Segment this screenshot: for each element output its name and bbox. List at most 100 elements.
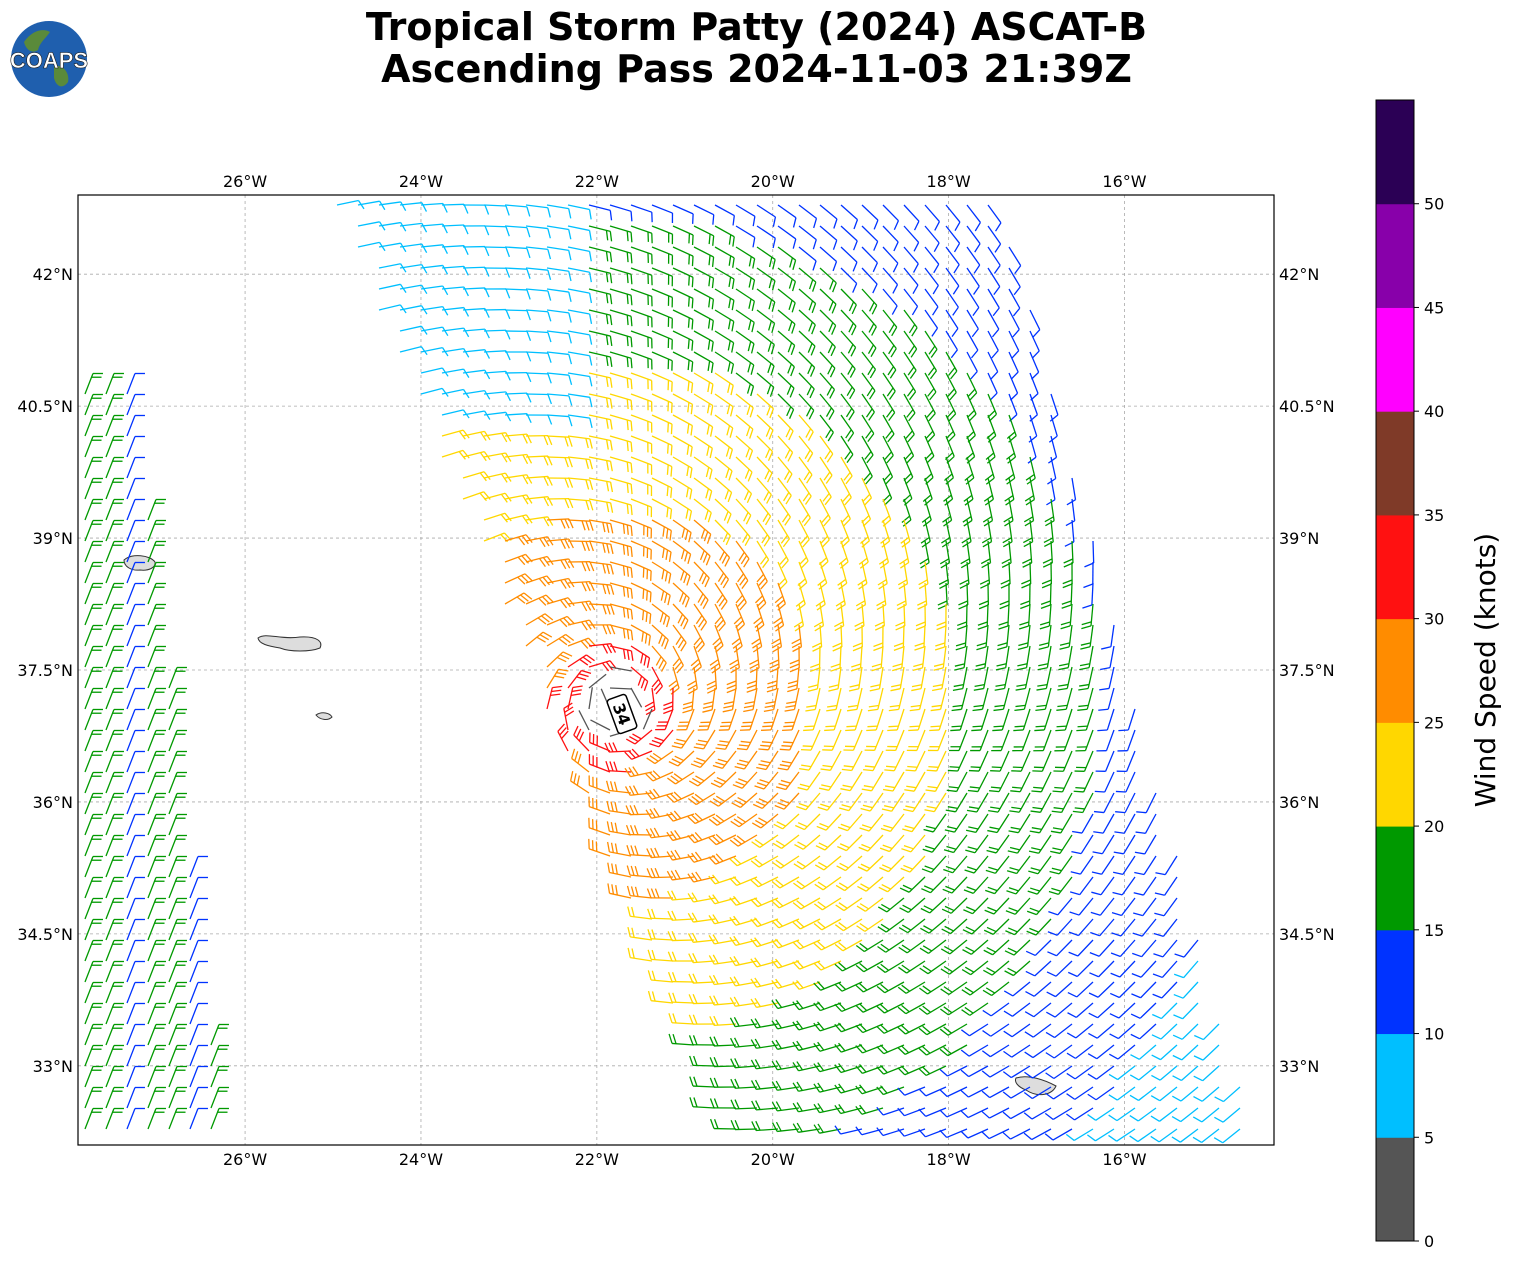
wind-barb xyxy=(462,204,490,215)
wind-barb xyxy=(666,829,695,842)
wind-barb xyxy=(1008,813,1031,834)
island-shape xyxy=(257,635,322,652)
wind-barb xyxy=(462,450,491,462)
wind-barb xyxy=(604,742,632,753)
wind-barb xyxy=(588,204,613,221)
wind-barb xyxy=(855,1104,884,1115)
wind-barb xyxy=(189,1086,208,1109)
wind-barb xyxy=(987,267,1001,296)
wind-barb xyxy=(771,918,800,929)
wind-barb xyxy=(991,729,1010,752)
wind-barb xyxy=(147,645,166,668)
wind-barb xyxy=(1135,813,1157,834)
wind-barb xyxy=(126,393,145,416)
wind-barb xyxy=(1194,1023,1220,1041)
wind-barb xyxy=(943,834,968,854)
wind-barb xyxy=(1068,939,1094,957)
wind-barb xyxy=(546,372,573,385)
wind-barb xyxy=(1029,351,1040,380)
wind-barb xyxy=(792,979,821,990)
wind-barb xyxy=(1029,309,1041,338)
wind-barb xyxy=(626,885,653,899)
wind-barb xyxy=(1058,645,1073,671)
wind-barb xyxy=(688,973,716,984)
wind-barb xyxy=(546,456,573,468)
wind-barb xyxy=(588,775,611,794)
wind-barb xyxy=(903,246,919,273)
wind-barb xyxy=(735,498,752,525)
wind-barb xyxy=(672,288,694,309)
wind-barb xyxy=(1088,981,1115,998)
wind-barb xyxy=(84,582,103,605)
wind-barb xyxy=(819,456,833,484)
wind-barb xyxy=(855,1002,884,1013)
wind-barb xyxy=(666,810,695,822)
wind-barb xyxy=(667,771,695,785)
wind-barb xyxy=(1154,876,1178,896)
wind-barb xyxy=(834,1022,863,1033)
colorbar-segment xyxy=(1376,100,1414,205)
wind-barb xyxy=(819,225,838,250)
wind-barb xyxy=(743,687,758,713)
wind-barb xyxy=(939,1128,968,1139)
wind-barb xyxy=(897,1023,926,1035)
wind-barb xyxy=(994,666,1010,691)
wind-barb xyxy=(588,435,613,451)
wind-barb xyxy=(940,1002,968,1016)
wind-barb xyxy=(867,687,884,712)
wind-barb xyxy=(709,1036,737,1047)
wind-barb xyxy=(819,498,831,527)
colorbar-tick-label: 10 xyxy=(1424,1025,1444,1044)
wind-barb xyxy=(997,624,1010,651)
wind-barb xyxy=(756,540,770,569)
wind-barb xyxy=(525,288,552,301)
wind-barb xyxy=(126,624,145,647)
wind-barb xyxy=(714,477,733,503)
wind-barb xyxy=(1089,960,1115,978)
wind-barb xyxy=(751,1100,779,1111)
wind-barb xyxy=(609,582,633,599)
wind-barb xyxy=(609,309,633,327)
wind-barb xyxy=(813,1001,842,1012)
wind-barb xyxy=(756,456,773,483)
wind-barb xyxy=(1035,687,1052,712)
wind-barb xyxy=(918,561,929,590)
wind-barb xyxy=(819,267,837,293)
colorbar-tick-label: 50 xyxy=(1424,195,1444,214)
wind-barb xyxy=(147,1044,166,1067)
wind-barb xyxy=(1005,918,1031,936)
wind-barb xyxy=(667,971,695,983)
wind-barb xyxy=(546,477,574,488)
wind-barb xyxy=(918,1065,947,1077)
wind-barb xyxy=(813,603,825,632)
wind-barb xyxy=(924,267,939,295)
wind-barb xyxy=(945,225,961,253)
wind-barb xyxy=(918,1002,947,1015)
wind-barb xyxy=(840,351,856,378)
wind-barb xyxy=(105,1002,124,1025)
wind-barb xyxy=(1045,1086,1073,1100)
wind-barb xyxy=(756,750,779,771)
wind-barb xyxy=(882,288,898,315)
wind-barb xyxy=(837,561,848,590)
wind-barb xyxy=(105,918,124,941)
wind-barb xyxy=(999,582,1010,610)
wind-barb xyxy=(771,999,800,1010)
wind-barb xyxy=(168,855,187,878)
wind-barb xyxy=(882,435,894,464)
wind-barb xyxy=(939,1044,968,1057)
wind-barb xyxy=(126,645,145,668)
wind-barb xyxy=(1091,855,1115,875)
wind-barb xyxy=(987,309,1000,338)
wind-barb xyxy=(1045,1023,1073,1039)
wind-barb xyxy=(147,876,166,899)
wind-barb xyxy=(546,393,573,406)
wind-barb xyxy=(760,708,779,731)
wind-barb xyxy=(714,351,735,374)
wind-barb xyxy=(708,853,737,865)
wind-barb xyxy=(966,225,981,253)
title-line-2: Ascending Pass 2024-11-03 21:39Z xyxy=(381,47,1132,91)
wind-barb xyxy=(857,876,884,892)
wind-barb xyxy=(918,1044,947,1056)
wind-barb xyxy=(693,498,712,523)
